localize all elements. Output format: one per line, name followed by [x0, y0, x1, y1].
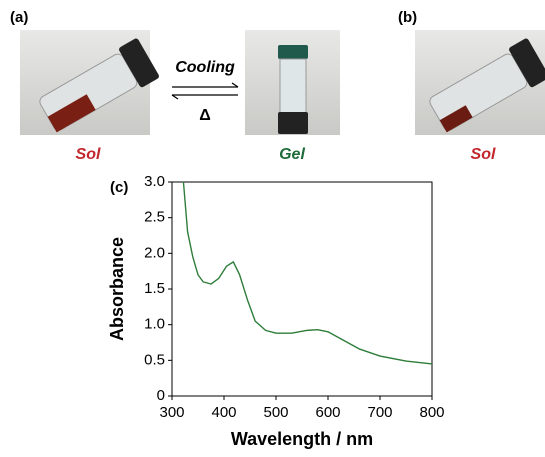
panel-label: (a) [10, 9, 28, 26]
equilibrium-arrows [172, 83, 238, 99]
caption: Gel [279, 146, 305, 163]
plot-frame [172, 182, 432, 396]
x-tick-label: 400 [211, 404, 236, 421]
x-tick-label: 700 [367, 404, 392, 421]
y-tick-label: 1.5 [144, 280, 165, 297]
spectrum-line [183, 182, 432, 364]
heating-label: Δ [199, 107, 211, 124]
y-axis-label: Absorbance [107, 237, 127, 341]
x-axis-label: Wavelength / nm [231, 429, 373, 449]
cooling-label: Cooling [175, 59, 235, 76]
y-tick-label: 0 [157, 387, 165, 404]
caption: Sol [471, 146, 496, 163]
x-tick-label: 600 [315, 404, 340, 421]
y-tick-label: 1.0 [144, 316, 165, 333]
y-tick-label: 0.5 [144, 351, 165, 368]
caption: Sol [76, 146, 101, 163]
x-tick-label: 800 [419, 404, 444, 421]
panel-label: (c) [110, 179, 128, 196]
photo-gel [245, 30, 340, 135]
x-tick-label: 500 [263, 404, 288, 421]
y-tick-label: 2.0 [144, 244, 165, 261]
y-tick-label: 3.0 [144, 173, 165, 190]
x-tick-label: 300 [159, 404, 184, 421]
panel-label: (b) [398, 9, 417, 26]
y-tick-label: 2.5 [144, 209, 165, 226]
photo-sol-a [20, 30, 160, 136]
figure: (a) (b) (c) Cooling Δ Sol Gel Sol Wavele… [0, 0, 545, 452]
photo-sol-b [415, 30, 545, 136]
